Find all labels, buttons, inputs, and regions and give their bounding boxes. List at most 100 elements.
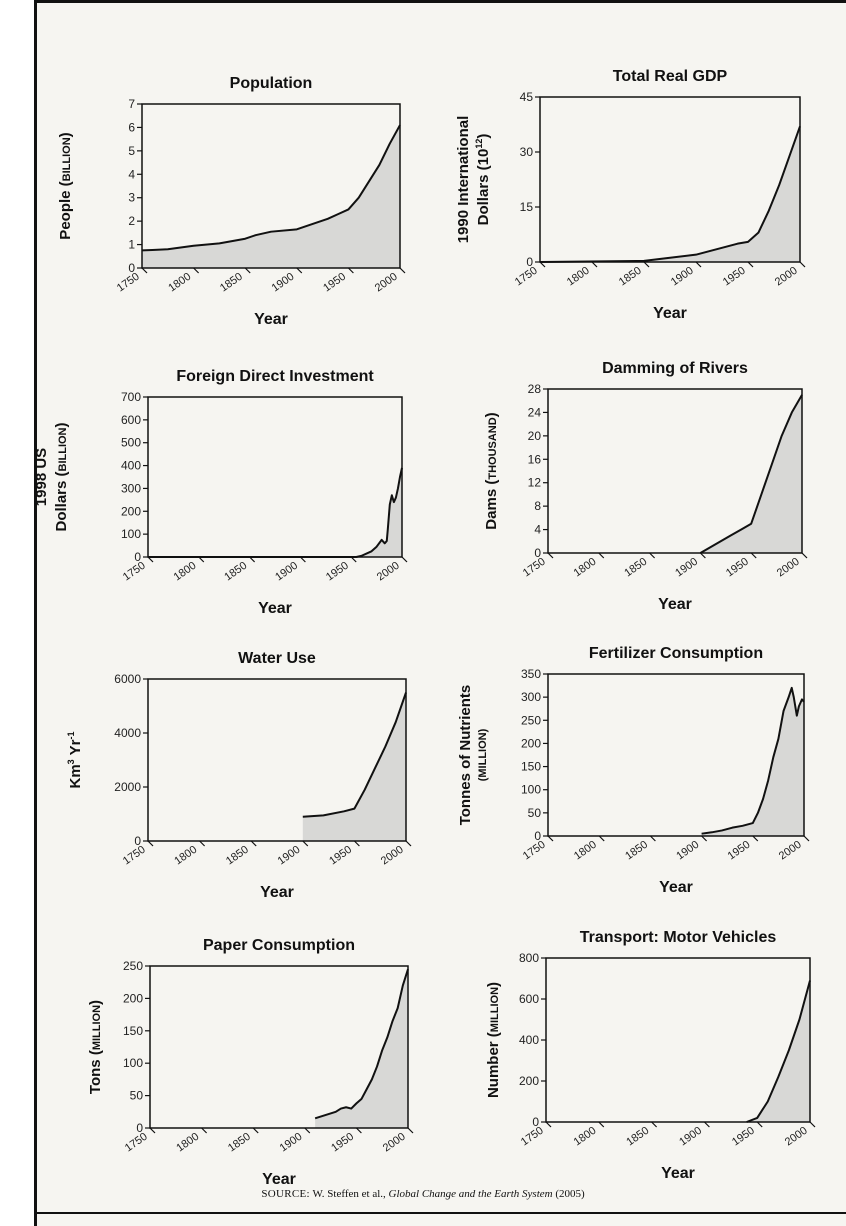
x-tick-label: 1900 bbox=[669, 265, 696, 289]
x-tick bbox=[399, 267, 406, 274]
x-tick bbox=[149, 1127, 156, 1134]
x-axis-label: Year bbox=[659, 879, 693, 896]
x-tick-label: 2000 bbox=[381, 1131, 408, 1155]
source-citation: SOURCE: W. Steffen et al., Global Change… bbox=[0, 1188, 846, 1200]
x-axis-label: Year bbox=[661, 1165, 695, 1182]
y-tick-label: 250 bbox=[521, 713, 541, 727]
x-tick-label: 1950 bbox=[329, 1131, 356, 1155]
series-area bbox=[540, 126, 800, 262]
x-tick bbox=[252, 1127, 259, 1134]
x-tick-label: 1900 bbox=[270, 271, 297, 295]
y-tick-label: 0 bbox=[534, 546, 541, 560]
series-area bbox=[302, 692, 406, 841]
plot-frame bbox=[539, 96, 801, 263]
x-tick-label: 1750 bbox=[121, 844, 148, 868]
y-axis-label-text: ) bbox=[483, 412, 500, 417]
chart-water: 0 2000 4000 6000 1750 1800 1850 1900 1950 2000 Wat… bbox=[66, 650, 412, 901]
x-tick-label: 1900 bbox=[278, 1131, 305, 1155]
x-tick bbox=[752, 835, 759, 842]
y-tick-label: 100 bbox=[121, 527, 141, 541]
y-tick-label: 250 bbox=[123, 959, 143, 973]
y-axis-label-text: Dollars ( bbox=[53, 471, 70, 531]
y-axis-label-line1: 1998 US bbox=[33, 448, 50, 506]
x-tick bbox=[244, 267, 251, 274]
x-tick-label: 2000 bbox=[777, 839, 804, 863]
chart-title: Population bbox=[230, 75, 313, 92]
y-axis-label-text: Dams ( bbox=[483, 480, 500, 530]
series-line bbox=[701, 686, 805, 835]
y-axis-label-line2: Dollars (BILLION) bbox=[53, 422, 70, 531]
x-tick-label: 2000 bbox=[375, 560, 402, 584]
source-title: Global Change and the Earth System bbox=[388, 1188, 553, 1200]
series-line bbox=[746, 980, 811, 1123]
x-tick bbox=[147, 840, 154, 847]
y-axis-label-text: ) bbox=[475, 134, 492, 139]
series-area bbox=[142, 125, 400, 268]
y-axis-label-text: ) bbox=[485, 982, 502, 987]
y-tick-label: 50 bbox=[130, 1089, 144, 1103]
y-tick-label: 0 bbox=[134, 550, 141, 564]
series-line bbox=[148, 467, 403, 558]
series-line bbox=[314, 968, 409, 1120]
x-tick bbox=[193, 267, 200, 274]
x-tick bbox=[201, 1127, 208, 1134]
y-tick-label: 50 bbox=[528, 806, 542, 820]
source-label: SOURCE: bbox=[261, 1188, 310, 1200]
x-tick-label: 1750 bbox=[121, 560, 148, 584]
y-axis-label-text: Yr bbox=[67, 739, 84, 759]
x-tick bbox=[756, 1121, 763, 1128]
x-tick bbox=[199, 840, 206, 847]
x-tick bbox=[750, 552, 757, 559]
y-axis-label-text: People ( bbox=[57, 181, 74, 239]
y-axis-label-line2: (MILLION) bbox=[477, 728, 489, 781]
y-axis-label-smallcaps: MILLION bbox=[489, 987, 501, 1032]
x-axis-label: Year bbox=[260, 884, 294, 901]
y-tick-label: 600 bbox=[121, 413, 141, 427]
chart-vehicles: 0 200 400 600 800 1750 1800 1850 1900 1950 2000 Tra… bbox=[485, 929, 816, 1182]
x-tick-label: 1950 bbox=[324, 560, 351, 584]
y-tick-label: 8 bbox=[534, 499, 541, 513]
x-tick bbox=[198, 556, 205, 563]
y-tick-label: 400 bbox=[519, 1033, 539, 1047]
x-tick bbox=[803, 835, 810, 842]
x-tick-label: 1800 bbox=[572, 839, 599, 863]
y-axis-label-text: Tonnes of Nutrients bbox=[457, 685, 474, 826]
chart-dams: 0 4 8 12 16 20 24 28 1750 1800 1850 1900 1950 2000 Dam… bbox=[483, 360, 808, 613]
y-tick-label: 6000 bbox=[114, 672, 141, 686]
y-axis-label: Dams (THOUSAND) bbox=[483, 412, 500, 529]
x-axis-label: Year bbox=[658, 596, 692, 613]
series-area bbox=[148, 467, 402, 557]
y-tick-label: 150 bbox=[521, 760, 541, 774]
x-tick-label: 2000 bbox=[775, 556, 802, 580]
x-tick-label: 1750 bbox=[521, 556, 548, 580]
x-tick-label: 1850 bbox=[226, 1131, 253, 1155]
y-tick-label: 1 bbox=[128, 238, 135, 252]
y-tick-label: 300 bbox=[121, 481, 141, 495]
x-tick-label: 2000 bbox=[379, 844, 406, 868]
y-axis-label-text: 1998 US bbox=[33, 448, 50, 506]
x-tick-label: 1950 bbox=[721, 265, 748, 289]
y-tick-label: 0 bbox=[526, 255, 533, 269]
y-axis-label-text: ) bbox=[87, 1000, 104, 1005]
left-border bbox=[34, 0, 37, 1226]
y-axis-label-line2: Dollars (1012) bbox=[474, 134, 492, 226]
y-tick-label: 100 bbox=[123, 1056, 143, 1070]
y-tick-label: 2 bbox=[128, 214, 135, 228]
y-tick-label: 6 bbox=[128, 120, 135, 134]
x-tick-label: 1850 bbox=[624, 1125, 651, 1149]
y-tick-label: 200 bbox=[123, 991, 143, 1005]
y-tick-label: 0 bbox=[534, 829, 541, 843]
x-tick-label: 1950 bbox=[730, 1125, 757, 1149]
chart-title: Transport: Motor Vehicles bbox=[580, 929, 777, 946]
x-tick-label: 1800 bbox=[572, 1125, 599, 1149]
plot-frame bbox=[141, 103, 401, 269]
top-border bbox=[34, 0, 846, 3]
x-tick bbox=[703, 1121, 710, 1128]
y-axis-label-line1: 1990 International bbox=[455, 116, 472, 244]
x-tick-label: 1950 bbox=[327, 844, 354, 868]
y-tick-label: 100 bbox=[521, 783, 541, 797]
chart-title: Water Use bbox=[238, 650, 316, 667]
y-axis-label-smallcaps: BILLION bbox=[61, 137, 73, 181]
y-axis-label-line1: Tonnes of Nutrients bbox=[457, 685, 474, 826]
